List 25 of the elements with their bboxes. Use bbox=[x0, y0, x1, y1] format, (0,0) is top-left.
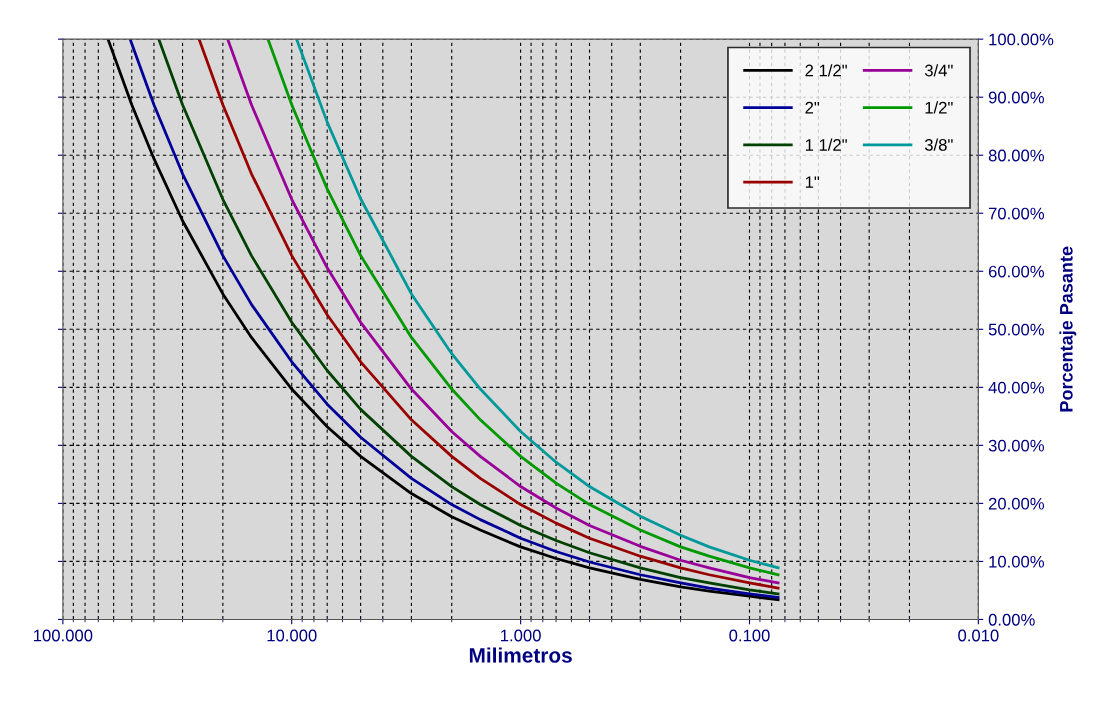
y-tick-label: 100.00% bbox=[989, 33, 1054, 46]
legend-label: 1 1/2" bbox=[805, 138, 847, 151]
legend-label: 3/4" bbox=[924, 64, 953, 77]
y-tick-label: 50.00% bbox=[988, 323, 1045, 336]
x-tick-label: 0.100 bbox=[729, 629, 770, 642]
x-tick-label: 1.000 bbox=[501, 629, 541, 642]
legend-label: 2" bbox=[805, 101, 820, 114]
x-tick-label: 10.000 bbox=[267, 629, 317, 642]
legend-label: 2 1/2" bbox=[805, 64, 847, 77]
y-tick-label: 0.00% bbox=[988, 613, 1035, 626]
legend-label: 3/8" bbox=[924, 138, 953, 151]
y-axis-title: Porcentaje Pasante bbox=[1059, 246, 1077, 412]
y-tick-label: 20.00% bbox=[988, 497, 1045, 510]
y-tick-label: 10.00% bbox=[989, 555, 1045, 568]
y-tick-label: 30.00% bbox=[988, 439, 1045, 452]
x-tick-label: 100.000 bbox=[34, 629, 93, 642]
y-tick-label: 40.00% bbox=[988, 381, 1045, 394]
legend-label: 1" bbox=[805, 176, 820, 188]
legend-label: 1/2" bbox=[925, 101, 953, 114]
y-tick-label: 80.00% bbox=[988, 149, 1045, 162]
y-tick-label: 70.00% bbox=[988, 207, 1045, 220]
x-axis-title: Milimetros bbox=[469, 647, 572, 663]
y-tick-label: 60.00% bbox=[988, 265, 1045, 278]
x-tick-label: 0.010 bbox=[958, 629, 999, 642]
y-tick-label: 90.00% bbox=[988, 91, 1045, 104]
